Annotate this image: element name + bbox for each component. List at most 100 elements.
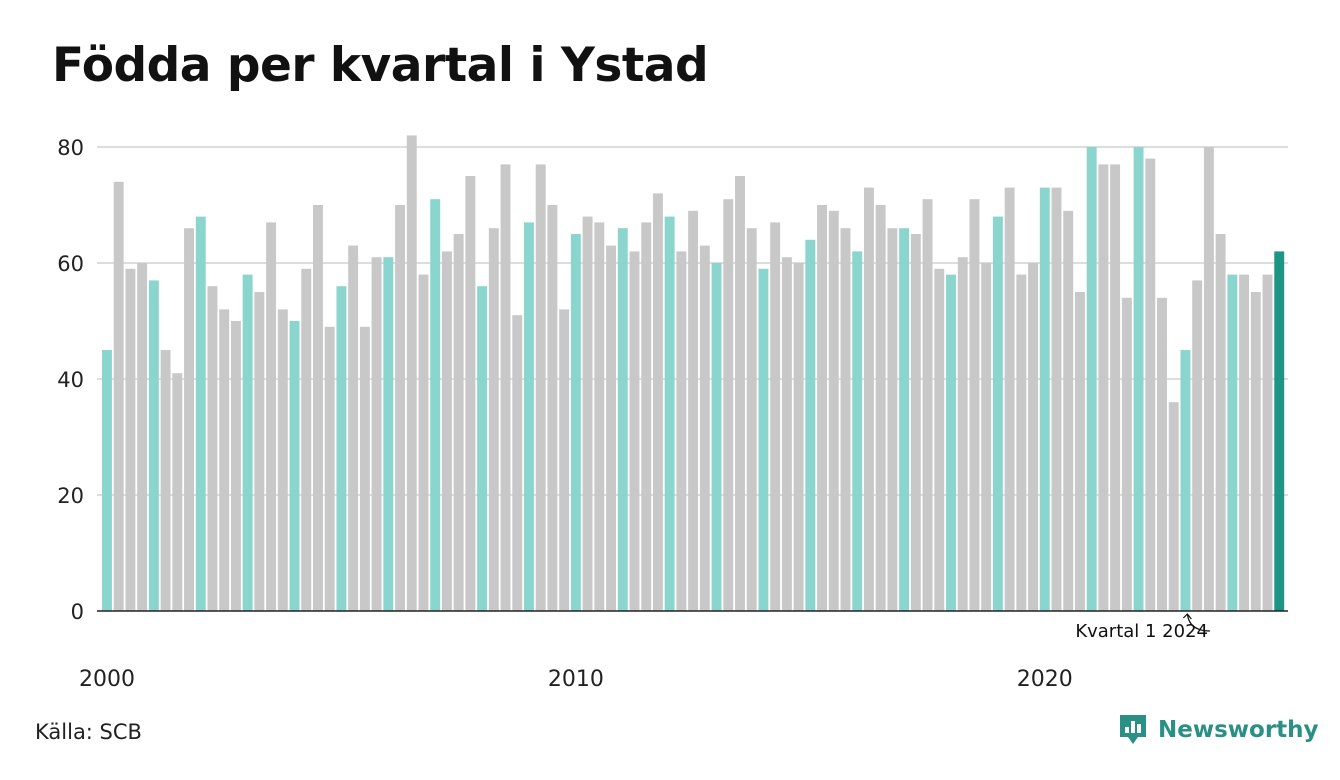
bar	[688, 210, 699, 612]
bar	[500, 164, 511, 611]
bar	[219, 309, 230, 611]
chart-title: Födda per kvartal i Ystad	[52, 38, 709, 93]
y-tick-label: 60	[57, 252, 84, 276]
bar	[934, 268, 945, 611]
bar	[1074, 292, 1085, 611]
bar	[992, 216, 1003, 611]
bar	[1168, 402, 1179, 611]
bar	[160, 350, 171, 611]
bar	[594, 222, 605, 611]
y-tick-label: 80	[57, 136, 84, 160]
bar	[969, 199, 980, 611]
bar	[805, 239, 816, 612]
bar	[652, 193, 663, 611]
bar	[148, 280, 159, 611]
source-label: Källa: SCB	[35, 720, 142, 744]
bar	[1274, 251, 1285, 611]
bar	[242, 274, 253, 611]
bar	[1110, 164, 1121, 611]
bar	[629, 251, 640, 611]
bar	[746, 228, 757, 611]
bar	[313, 205, 323, 611]
bar	[1039, 187, 1050, 611]
bar	[1157, 297, 1167, 611]
x-axis-ticks: 2000 2010 2020	[79, 667, 1073, 692]
bar	[957, 257, 968, 611]
bar	[863, 187, 874, 611]
x-tick-label: 2000	[79, 667, 135, 692]
bar	[840, 228, 851, 611]
bar	[770, 222, 781, 611]
bar	[910, 234, 921, 611]
bar	[946, 274, 956, 611]
bar	[582, 216, 593, 611]
bar	[535, 164, 546, 611]
bar	[817, 205, 828, 611]
bar	[781, 257, 792, 611]
bar	[828, 210, 839, 612]
bar	[699, 245, 710, 611]
bar	[1004, 187, 1015, 611]
bar	[195, 216, 206, 611]
bar	[1262, 274, 1273, 611]
bar	[1227, 274, 1238, 611]
bar	[793, 263, 804, 611]
bar	[723, 199, 734, 611]
bar	[441, 251, 452, 611]
bar	[875, 205, 886, 611]
bar	[524, 222, 534, 611]
bar	[1016, 274, 1027, 611]
x-tick-label: 2010	[548, 667, 604, 692]
bar	[113, 181, 124, 612]
bar	[488, 228, 499, 611]
bar	[922, 199, 933, 611]
bar	[711, 263, 722, 611]
bar	[336, 286, 347, 611]
latest-annotation: Kvartal 1 2024	[1075, 613, 1211, 642]
bars	[102, 135, 1285, 612]
bar	[266, 222, 277, 611]
bar	[125, 268, 136, 611]
annotation-label: Kvartal 1 2024	[1075, 621, 1208, 642]
bar	[453, 234, 464, 611]
bar	[641, 222, 652, 611]
bar	[430, 199, 441, 611]
y-tick-label: 0	[71, 600, 84, 624]
bar	[617, 228, 628, 611]
bar	[735, 176, 745, 611]
bar	[359, 326, 370, 611]
bar	[1098, 164, 1109, 611]
bar	[852, 251, 863, 611]
bar	[277, 309, 288, 611]
bar	[899, 228, 910, 611]
bar	[184, 228, 194, 611]
bar	[301, 268, 312, 611]
bar	[1051, 187, 1062, 611]
bar	[1180, 350, 1191, 611]
newsworthy-chart-bubble-icon	[1120, 715, 1146, 744]
bar	[254, 292, 265, 611]
bar	[1215, 234, 1226, 611]
bar	[230, 321, 241, 611]
y-axis-ticks: 0 20 40 60 80	[57, 136, 84, 624]
bar	[512, 315, 523, 611]
bar	[395, 205, 405, 611]
bar	[406, 135, 417, 611]
annotation-arrow-icon	[1182, 613, 1211, 632]
bar	[887, 228, 898, 611]
x-tick-label: 2020	[1017, 667, 1073, 692]
bar	[1133, 147, 1144, 611]
bar	[1250, 292, 1261, 611]
bar	[418, 274, 429, 611]
bar	[102, 350, 112, 611]
brand-logo[interactable]: Newsworthy	[1118, 712, 1319, 748]
bar	[676, 251, 687, 611]
bar	[289, 321, 300, 611]
bar	[1145, 158, 1156, 611]
bar	[348, 245, 359, 611]
brand-name: Newsworthy	[1158, 717, 1319, 743]
bar	[1203, 147, 1214, 611]
bar	[172, 373, 183, 611]
bar	[207, 286, 218, 611]
